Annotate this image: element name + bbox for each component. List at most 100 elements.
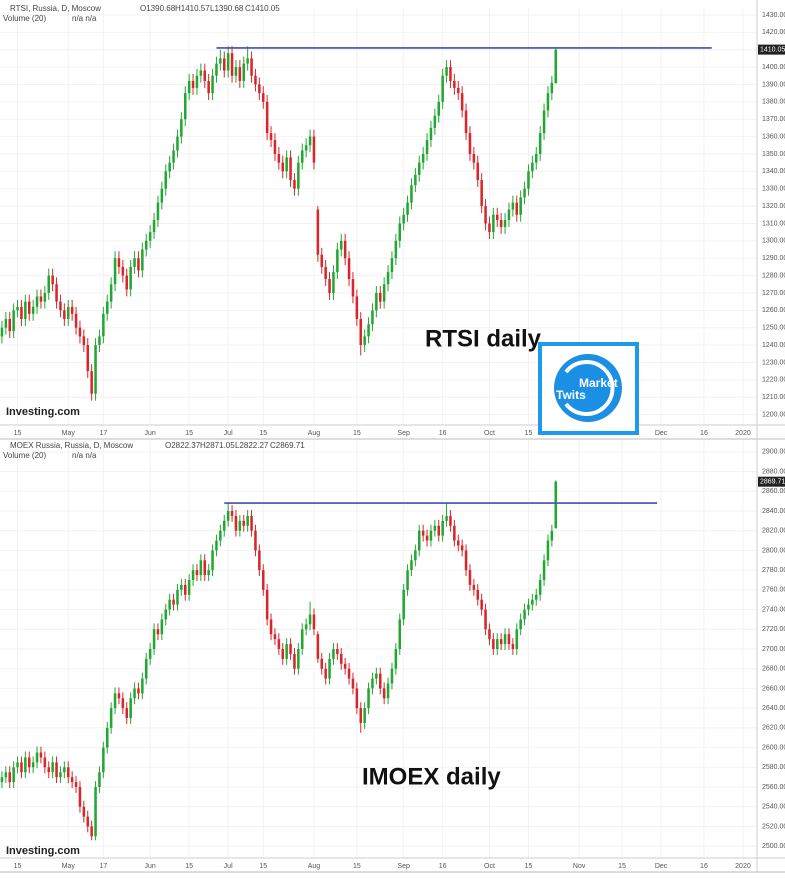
y-tick-label: 1360.00 [762, 133, 785, 140]
x-tick-label: 17 [99, 430, 107, 437]
candle-body [429, 530, 433, 541]
candle-body [51, 275, 54, 285]
candle-body [495, 214, 499, 220]
candle-body [242, 63, 246, 81]
candle-body [74, 782, 78, 788]
candle-body [137, 258, 140, 271]
candle-body [273, 634, 277, 640]
x-tick-label: May [62, 430, 76, 437]
candle-body [86, 345, 90, 372]
candle-body [503, 634, 507, 645]
candle-body [90, 371, 93, 394]
candle-body [339, 653, 343, 664]
candle-body [414, 550, 417, 561]
y-tick-label: 2880.00 [762, 468, 785, 475]
candle-body [324, 668, 327, 679]
watermark: Market Twits [538, 342, 639, 435]
x-tick-label: 16 [700, 863, 708, 870]
title: MOEX Russia, Russia, D, Moscow [10, 441, 133, 450]
candle-body [269, 133, 273, 141]
candle-body [382, 688, 386, 699]
watermark-arc [564, 360, 615, 416]
candle-body [226, 510, 230, 521]
candle-body [324, 266, 327, 280]
candle-body [24, 301, 27, 320]
candle-body [94, 345, 97, 394]
candle-body [254, 530, 257, 551]
candle-body [410, 185, 413, 203]
y-tick-label: 1230.00 [762, 359, 785, 366]
candle-body [410, 560, 413, 571]
candle-body [90, 826, 93, 837]
ohlc-low: L1390.68 [210, 4, 244, 13]
y-tick-label: 1400.00 [762, 64, 785, 71]
brand: Investing.com [6, 845, 80, 857]
candle-body [417, 162, 421, 175]
candle-body [265, 589, 269, 620]
candle-body [20, 306, 23, 320]
candle-body [476, 589, 480, 600]
candle-body [55, 284, 58, 302]
candle-body [554, 49, 558, 84]
y-tick-label: 2700.00 [762, 646, 785, 653]
candle-body [441, 75, 444, 102]
candle-body [417, 530, 421, 551]
indicator-values: n/a n/a [72, 14, 97, 23]
candle-body [66, 306, 70, 320]
y-tick-label: 1430.00 [762, 12, 785, 19]
x-tick-label: Jul [224, 430, 233, 437]
y-tick-label: 1220.00 [762, 377, 785, 384]
y-tick-label: 1330.00 [762, 186, 785, 193]
candle-body [316, 209, 320, 255]
candle-body [27, 757, 31, 768]
candle-body [320, 254, 324, 267]
candle-body [172, 150, 175, 163]
candle-body [394, 240, 398, 259]
candle-body [453, 80, 456, 88]
x-tick-label: 16 [700, 430, 708, 437]
candle-body [429, 127, 433, 141]
candle-body [74, 313, 78, 328]
x-tick-label: Dec [655, 430, 668, 437]
candle-body [437, 525, 441, 536]
candle-body [207, 80, 210, 94]
x-tick-label: 15 [259, 863, 267, 870]
y-tick-label: 2500.00 [762, 843, 785, 850]
candle-body [242, 520, 246, 526]
candle-body [332, 272, 335, 293]
watermark-text: Twits [556, 388, 586, 402]
ohlc-open: O2822.37 [165, 441, 201, 450]
candle-body [328, 279, 331, 293]
candle-body [203, 560, 207, 576]
candle-body [398, 223, 402, 241]
candle-body [31, 762, 35, 768]
candle-body [133, 258, 136, 267]
candle-body [554, 481, 558, 529]
x-tick-label: 15 [353, 430, 361, 437]
candle-body [492, 214, 495, 233]
candle-body [238, 67, 242, 81]
y-tick-label: 1260.00 [762, 307, 785, 314]
candle-body [125, 708, 129, 719]
candle-body [195, 75, 199, 88]
candle-body [538, 579, 542, 595]
candle-body [355, 688, 359, 709]
candle-body [363, 336, 366, 346]
candle-body [421, 530, 425, 536]
candle-body [102, 313, 105, 337]
candle-body [445, 515, 448, 521]
candle-body [230, 53, 234, 76]
pane-0-header: RTSI, Russia, D, Moscow O1390.68 H1410.5… [3, 4, 542, 418]
candle-body [70, 306, 74, 314]
candle-body [207, 570, 210, 576]
candle-body [156, 629, 160, 635]
x-tick-label: Dec [655, 863, 668, 870]
candle-body [86, 816, 90, 827]
candle-body [511, 202, 515, 210]
candle-body [519, 197, 522, 215]
candle-body [402, 589, 405, 620]
candle-body [141, 678, 144, 694]
candle-body [531, 162, 534, 172]
candle-body [437, 101, 441, 116]
ohlc-close: C1410.05 [245, 4, 280, 13]
